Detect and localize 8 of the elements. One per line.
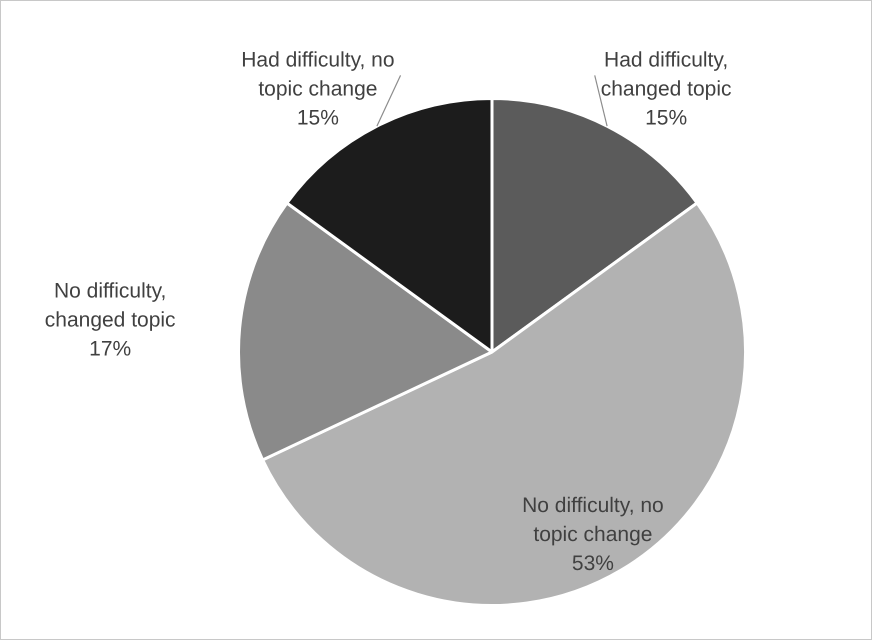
- slice-label: No difficulty, no topic change: [522, 494, 664, 546]
- slice-label: Had difficulty, changed topic: [600, 48, 732, 101]
- slice-label: No difficulty, changed topic: [44, 279, 176, 332]
- data-label: 17%: [89, 337, 132, 360]
- slice-label: Had difficulty, no topic change: [241, 48, 395, 101]
- data-label: 53%: [572, 552, 614, 576]
- data-label: 15%: [645, 106, 688, 130]
- data-label: 15%: [296, 106, 339, 130]
